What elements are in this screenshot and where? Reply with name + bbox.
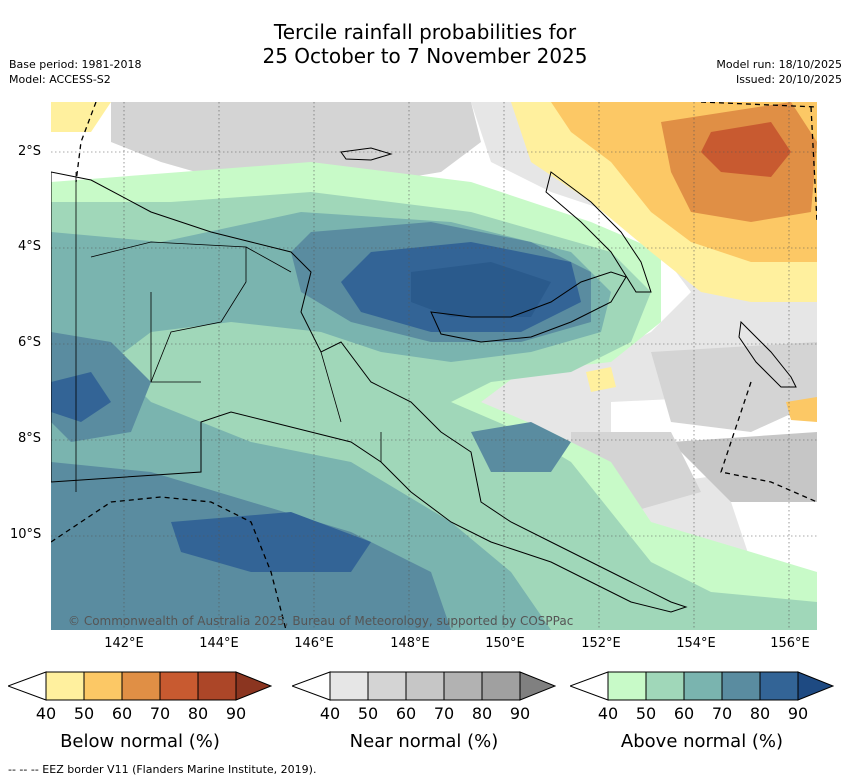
lon-tick: 146°E	[294, 636, 334, 651]
below-normal-80-area	[701, 122, 791, 177]
above-normal-90-area	[51, 372, 111, 422]
colorbar-swatch	[197, 671, 237, 701]
colorbar-label: Below normal (%)	[60, 731, 220, 752]
colorbar-tick: 80	[749, 704, 771, 723]
colorbar-swatch	[797, 671, 835, 701]
colorbar-swatch	[329, 671, 369, 701]
colorbar-label: Near normal (%)	[349, 731, 499, 752]
new-ireland-coastline	[545, 171, 652, 293]
colorbar-below-normal-ticks: 40 50 60 70 80 90	[8, 704, 272, 726]
colorbar-tick: 50	[73, 704, 95, 723]
lon-tick: 148°E	[390, 636, 430, 651]
map-title-line1: Tercile rainfall probabilities for	[273, 20, 577, 44]
province-borders	[75, 172, 382, 492]
colorbar-swatch	[405, 671, 445, 701]
colorbar-swatch	[6, 671, 47, 701]
lon-tick: 152°E	[581, 636, 621, 651]
colorbar-above-normal	[568, 671, 835, 703]
eez-borders	[51, 102, 817, 630]
colorbar-near-normal-swatches	[290, 671, 557, 701]
colorbar-swatch	[45, 671, 85, 701]
colorbar-tick: 90	[509, 704, 531, 723]
colorbar-swatch	[683, 671, 723, 701]
map-title: Tercile rainfall probabilities for 25 Oc…	[0, 20, 850, 68]
colorbar-tick: 80	[471, 704, 493, 723]
colorbar-tick: 80	[187, 704, 209, 723]
colorbar-swatch	[290, 671, 331, 701]
lat-tick: 2°S	[18, 144, 42, 159]
colorbar-swatch	[121, 671, 161, 701]
colorbar-tick: 70	[149, 704, 171, 723]
new-britain-coastline	[430, 271, 627, 343]
colorbar-swatch	[83, 671, 123, 701]
near-normal-area	[671, 432, 817, 502]
colorbar-above-normal-swatches	[568, 671, 835, 701]
eez-footnote: -- -- -- EEZ border V11 (Flanders Marine…	[8, 763, 317, 776]
lon-tick: 142°E	[104, 636, 144, 651]
colorbar-tick: 60	[395, 704, 417, 723]
below-normal-60-area	[786, 397, 817, 422]
colorbar-tick: 40	[35, 704, 57, 723]
meta-right: Model run: 18/10/2025 Issued: 20/10/2025	[716, 57, 842, 87]
above-normal-80-area	[471, 422, 571, 472]
above-normal-90-area	[411, 262, 551, 317]
colorbar-swatch	[607, 671, 647, 701]
issued-text: Issued: 20/10/2025	[735, 73, 842, 86]
rainfall-probability-map	[51, 102, 817, 630]
colorbar-swatch	[443, 671, 483, 701]
colorbar-swatch	[159, 671, 199, 701]
below-normal-50-area	[586, 367, 616, 392]
colorbar-tick: 60	[111, 704, 133, 723]
colorbar-tick: 50	[357, 704, 379, 723]
colorbar-tick: 90	[225, 704, 247, 723]
colorbar-tick: 40	[319, 704, 341, 723]
bougainville-coastline	[738, 320, 797, 388]
model-text: Model: ACCESS-S2	[9, 73, 111, 86]
colorbar-near-normal	[290, 671, 557, 703]
meta-left: Base period: 1981-2018 Model: ACCESS-S2	[9, 57, 141, 87]
near-normal-area	[651, 342, 817, 432]
lon-tick: 154°E	[676, 636, 716, 651]
colorbar-swatch	[235, 671, 273, 701]
manus-coastline	[340, 147, 393, 161]
base-period-text: Base period: 1981-2018	[9, 58, 142, 71]
near-normal-area	[111, 102, 481, 182]
model-run-text: Model run: 18/10/2025	[716, 58, 842, 71]
above-normal-90-area	[171, 512, 371, 572]
colorbar-swatch	[519, 671, 557, 701]
lat-tick: 6°S	[18, 335, 42, 350]
colorbar-tick: 90	[787, 704, 809, 723]
colorbar-below-normal	[6, 671, 273, 703]
lat-tick: 10°S	[10, 527, 42, 542]
map-canvas	[51, 102, 817, 630]
colorbar-near-normal-ticks: 40 50 60 70 80 90	[292, 704, 556, 726]
colorbar-tick: 40	[597, 704, 619, 723]
lon-tick: 144°E	[199, 636, 239, 651]
copyright-text: © Commonwealth of Australia 2025, Bureau…	[68, 614, 574, 628]
colorbar-above-normal-ticks: 40 50 60 70 80 90	[570, 704, 834, 726]
lat-tick: 4°S	[18, 239, 42, 254]
lon-tick: 150°E	[485, 636, 525, 651]
lon-tick: 156°E	[770, 636, 810, 651]
colorbar-tick: 50	[635, 704, 657, 723]
new-guinea-coastline	[51, 171, 688, 613]
below-normal-50-area	[51, 102, 111, 132]
colorbar-tick: 70	[433, 704, 455, 723]
colorbar-swatch	[645, 671, 685, 701]
map-title-line2: 25 October to 7 November 2025	[262, 44, 588, 68]
colorbar-label: Above normal (%)	[620, 731, 784, 752]
colorbar-swatch	[481, 671, 521, 701]
colorbar-swatch	[759, 671, 799, 701]
colorbar-tick: 70	[711, 704, 733, 723]
colorbar-below-normal-swatches	[6, 671, 273, 701]
colorbar-swatch	[721, 671, 761, 701]
lat-tick: 8°S	[18, 431, 42, 446]
colorbar-tick: 60	[673, 704, 695, 723]
colorbar-swatch	[568, 671, 609, 701]
colorbar-swatch	[367, 671, 407, 701]
graticule	[51, 102, 817, 630]
